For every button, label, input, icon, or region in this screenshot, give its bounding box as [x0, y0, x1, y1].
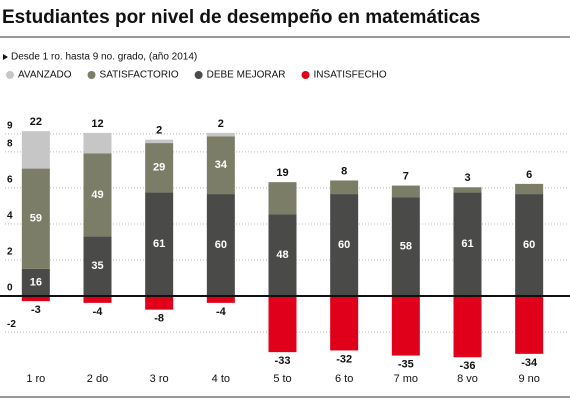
bar-segment	[83, 236, 112, 297]
value-label: -4	[216, 306, 227, 318]
value-label: 61	[461, 238, 473, 250]
bar-segment	[391, 185, 420, 198]
x-tick-label: 9 no	[518, 373, 539, 385]
y-tick-label: 8	[7, 139, 13, 150]
y-tick-label: 2	[7, 247, 13, 258]
bar-segment	[21, 268, 50, 297]
x-tick-label: 3 ro	[150, 373, 169, 385]
bar-segment	[206, 194, 235, 297]
bar-segment	[21, 131, 50, 169]
x-tick-label: 6 to	[335, 373, 353, 385]
legend-label: AVANZADO	[18, 70, 72, 81]
value-label: 2	[218, 118, 224, 130]
value-label: 58	[400, 241, 412, 253]
bar-segment	[206, 136, 235, 195]
value-label: 6	[526, 169, 532, 181]
value-label: 35	[91, 260, 103, 272]
bar-segment	[453, 192, 482, 297]
bar-segment	[21, 296, 50, 302]
value-label: 12	[91, 118, 103, 130]
value-label: -3	[31, 304, 41, 316]
bar-segment	[391, 197, 420, 297]
bar-segment	[145, 139, 174, 144]
value-label: -8	[154, 313, 164, 325]
bar-segment	[83, 153, 112, 237]
x-tick-label: 1 ro	[26, 373, 45, 385]
bar-segment	[453, 296, 482, 358]
value-label: 61	[153, 238, 165, 250]
bar-segment	[268, 296, 297, 353]
bar-segment	[145, 143, 174, 193]
bar-segment	[330, 194, 359, 297]
bar-segment	[268, 182, 297, 215]
value-label: -34	[521, 357, 538, 369]
value-label: 60	[523, 239, 535, 251]
value-label: 19	[276, 167, 288, 179]
bar-segment	[515, 296, 544, 354]
bar-segment	[330, 180, 359, 195]
bar-segment	[21, 168, 50, 269]
y-tick-label: -2	[7, 319, 16, 330]
bar-segment	[515, 194, 544, 297]
value-label: 7	[403, 170, 409, 182]
bar-segment	[83, 296, 112, 303]
subtitle-marker	[3, 54, 8, 60]
y-tick-label: 4	[7, 211, 13, 222]
value-label: 2	[156, 125, 162, 137]
subtitle: Desde 1 ro. hasta 9 no. grado, (año 2014…	[11, 52, 197, 63]
value-label: -36	[460, 360, 476, 372]
x-tick-label: 8 vo	[457, 373, 478, 385]
bar-segment	[206, 296, 235, 303]
bar-segment	[145, 192, 174, 297]
value-label: -4	[93, 306, 104, 318]
value-label: 34	[215, 159, 228, 171]
x-tick-label: 7 mo	[394, 373, 418, 385]
value-label: 60	[338, 239, 350, 251]
bar-segment	[515, 183, 544, 195]
value-label: -35	[398, 358, 414, 370]
value-label: 8	[341, 165, 347, 177]
y-tick-label: 6	[7, 175, 13, 186]
value-label: 16	[30, 276, 42, 288]
bar-segment	[145, 296, 174, 310]
y-tick-label: 0	[7, 283, 13, 294]
value-label: -32	[336, 353, 352, 365]
bar-segment	[453, 187, 482, 193]
legend-swatch	[301, 71, 310, 79]
x-tick-label: 5 to	[273, 373, 291, 385]
bar-segment	[391, 296, 420, 356]
value-label: -33	[275, 355, 291, 367]
value-label: 49	[91, 189, 103, 201]
legend-swatch	[87, 71, 96, 79]
bar-segment	[268, 214, 297, 297]
legend-swatch	[194, 71, 203, 79]
legend-label: DEBE MEJORAR	[207, 70, 286, 81]
bar-segment	[83, 132, 112, 154]
value-label: 3	[464, 172, 470, 184]
value-label: 59	[30, 213, 42, 225]
x-tick-label: 4 to	[212, 373, 230, 385]
value-label: 29	[153, 162, 165, 174]
x-tick-label: 2 do	[87, 373, 108, 385]
chart-title: Estudiantes por nivel de desempeño en ma…	[2, 7, 480, 28]
y-tick-label: 9	[7, 120, 13, 131]
bar-segment	[330, 296, 359, 351]
value-label: 22	[30, 116, 42, 128]
legend-swatch	[6, 71, 14, 79]
value-label: 48	[276, 249, 288, 261]
legend-label: INSATISFECHO	[314, 70, 387, 81]
bar-segment	[206, 132, 235, 137]
legend-label: SATISFACTORIO	[100, 70, 179, 81]
value-label: 60	[215, 239, 227, 251]
